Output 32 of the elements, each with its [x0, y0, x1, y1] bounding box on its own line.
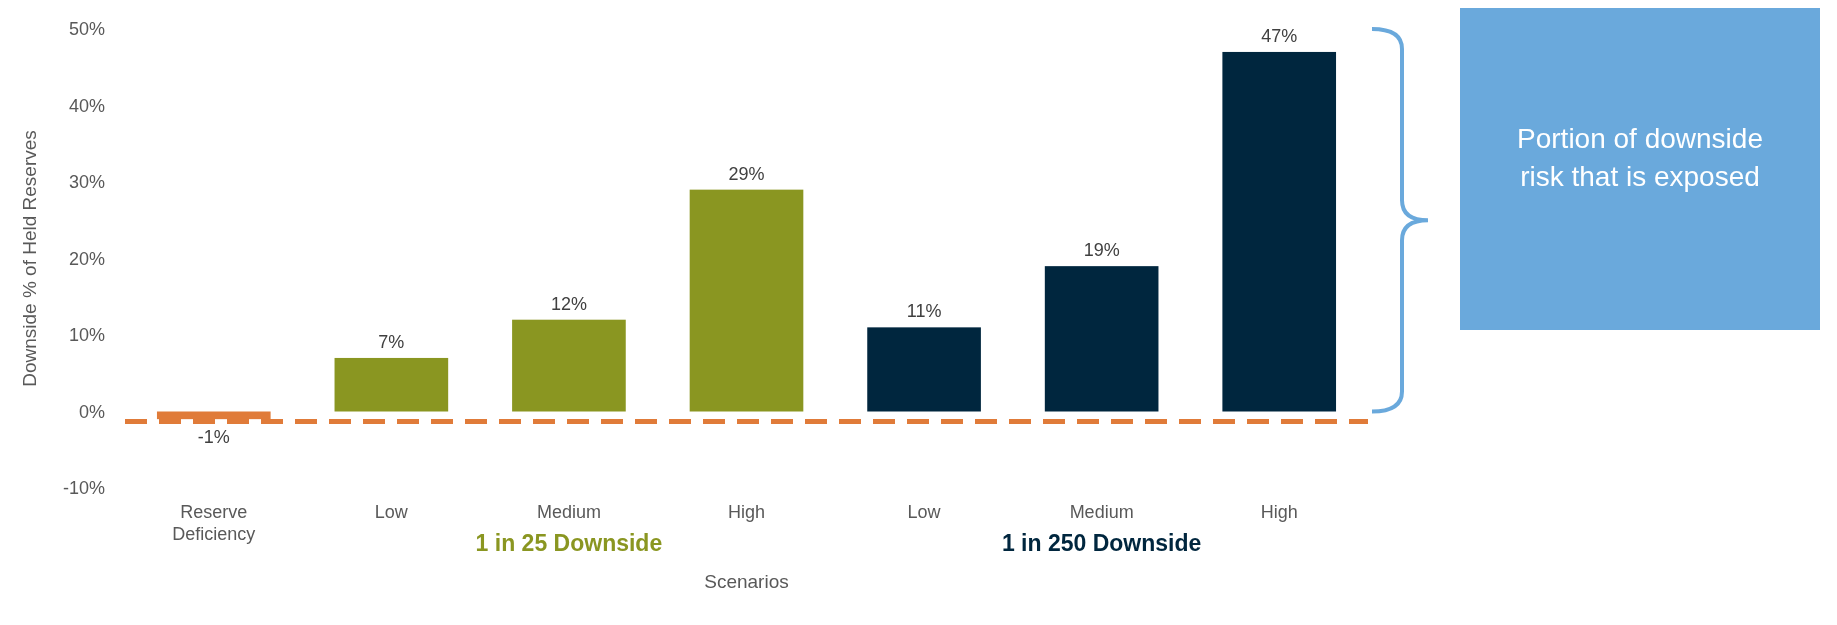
data-label: 47%: [1261, 25, 1298, 46]
x-tick-label: Reserve Deficiency: [172, 502, 256, 544]
bar: [334, 357, 449, 412]
text: Portion of downside risk that is exposed: [1517, 123, 1763, 192]
text: 1 in 250 Downside: [1001, 530, 1202, 556]
x-axis-title: Scenarios: [704, 571, 789, 592]
bar: [512, 319, 626, 412]
bar: [1044, 266, 1159, 412]
bar: [689, 189, 804, 412]
y-tick-label: 10%: [68, 325, 105, 346]
x-tick-label: Low: [374, 502, 409, 522]
data-label: 29%: [728, 163, 765, 184]
y-tick-label: 50%: [68, 19, 105, 40]
y-axis-title: Downside % of Held Reserves: [19, 130, 40, 387]
y-tick-label: -10%: [62, 478, 105, 499]
data-label: 19%: [1083, 240, 1120, 261]
x-tick-label: Medium: [1069, 502, 1134, 522]
x-tick-label: High: [1260, 502, 1298, 522]
x-tick-label: High: [727, 502, 766, 522]
text: 1 in 25 Downside: [475, 530, 663, 556]
x-tick-label: Low: [907, 502, 942, 522]
data-label: 7%: [378, 331, 405, 352]
bar: [867, 327, 981, 412]
data-label: -1%: [197, 427, 230, 448]
data-label: 11%: [906, 301, 942, 322]
y-tick-label: 30%: [68, 172, 105, 193]
data-label: 12%: [550, 293, 587, 314]
bar: [1222, 51, 1337, 412]
y-tick-label: 40%: [68, 95, 105, 116]
x-tick-label: Medium: [536, 502, 601, 522]
y-tick-label: 20%: [68, 248, 105, 269]
y-tick-label: 0%: [78, 401, 105, 422]
